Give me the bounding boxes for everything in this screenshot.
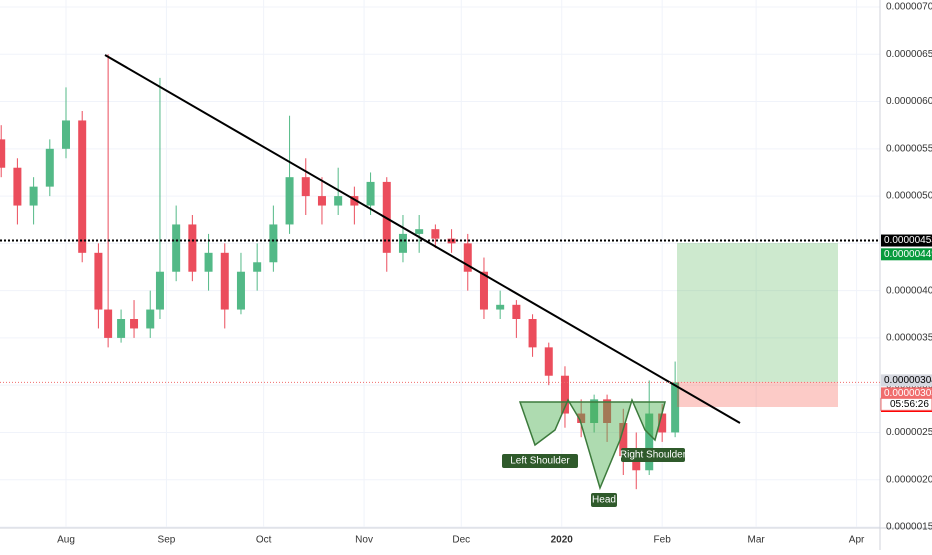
head-shoulders-pattern bbox=[518, 397, 666, 491]
candle-body bbox=[560, 375, 569, 414]
annotation-label: Left Shoulder bbox=[510, 456, 570, 467]
candle-body bbox=[188, 224, 197, 272]
x-tick-label: Dec bbox=[452, 535, 470, 546]
x-tick-label: Apr bbox=[849, 535, 865, 546]
candle-body bbox=[146, 309, 155, 329]
countdown: 05:56:26 bbox=[890, 399, 929, 410]
x-tick-label: Mar bbox=[748, 535, 766, 546]
price-label-box bbox=[881, 387, 932, 400]
candle-body bbox=[130, 319, 139, 329]
candle-body bbox=[603, 399, 612, 423]
candle-body bbox=[350, 196, 359, 206]
candle-body bbox=[398, 233, 407, 253]
candle-body bbox=[172, 224, 181, 272]
annotation-label: Right Shoulder bbox=[620, 450, 687, 461]
price-label-box bbox=[881, 374, 932, 387]
x-tick-label: Nov bbox=[355, 535, 373, 546]
candle-body bbox=[671, 382, 680, 433]
price-label: 0.00000453 bbox=[884, 235, 932, 246]
x-tick-label: Aug bbox=[57, 535, 75, 546]
candle-body bbox=[512, 304, 521, 319]
candle-body bbox=[204, 252, 213, 272]
price-label-box bbox=[881, 248, 932, 261]
annotation-box bbox=[621, 448, 685, 462]
candles bbox=[0, 54, 680, 490]
x-tick-label: Feb bbox=[654, 535, 672, 546]
candle-body bbox=[220, 252, 229, 310]
y-tick-label: 0.00000150 bbox=[886, 522, 932, 533]
candle-body bbox=[104, 309, 113, 338]
candle-body bbox=[13, 167, 22, 206]
candle-body bbox=[301, 177, 310, 197]
candle-body bbox=[544, 347, 553, 376]
candle-body bbox=[463, 243, 472, 272]
candle-body bbox=[577, 413, 586, 423]
candle-body bbox=[236, 271, 245, 310]
annotation-label: Head bbox=[592, 495, 616, 506]
candle-body bbox=[496, 304, 505, 310]
candle-body bbox=[45, 148, 54, 187]
candle-body bbox=[590, 399, 599, 423]
candle-body bbox=[619, 423, 628, 457]
price-label: 0.00000304 bbox=[884, 375, 932, 386]
candle-body bbox=[0, 139, 6, 168]
x-tick-label: 2020 bbox=[551, 535, 574, 546]
candle-body bbox=[431, 229, 440, 239]
x-tick-label: Sep bbox=[158, 535, 176, 546]
x-tick-label: Oct bbox=[256, 535, 272, 546]
candle-body bbox=[415, 229, 424, 234]
candle-body bbox=[78, 120, 87, 253]
stop-zone bbox=[677, 382, 838, 407]
candle-body bbox=[253, 262, 262, 272]
annotation-box bbox=[502, 454, 578, 468]
price-label-box bbox=[881, 234, 932, 247]
countdown-box bbox=[880, 397, 932, 411]
candle-body bbox=[317, 196, 326, 206]
candle-body bbox=[632, 456, 641, 471]
price-label: 0.00000449 bbox=[884, 249, 932, 260]
candle-body bbox=[447, 238, 456, 244]
trendline bbox=[104, 54, 741, 424]
candle-body bbox=[528, 319, 537, 348]
candle-body bbox=[658, 413, 667, 433]
annotation-box bbox=[591, 493, 617, 507]
candle-body bbox=[366, 181, 375, 206]
candle-body bbox=[269, 224, 278, 263]
candle-body bbox=[155, 271, 164, 310]
candle-body bbox=[285, 177, 294, 225]
candle-body bbox=[62, 120, 70, 149]
candle-body bbox=[29, 186, 38, 206]
price-label: 0.00000303 bbox=[884, 388, 932, 399]
candle-body bbox=[645, 413, 654, 471]
candle-body bbox=[479, 271, 488, 310]
target-zone bbox=[677, 243, 838, 382]
candle-body bbox=[117, 319, 126, 338]
candle-body bbox=[94, 252, 103, 310]
candle-body bbox=[334, 196, 343, 206]
